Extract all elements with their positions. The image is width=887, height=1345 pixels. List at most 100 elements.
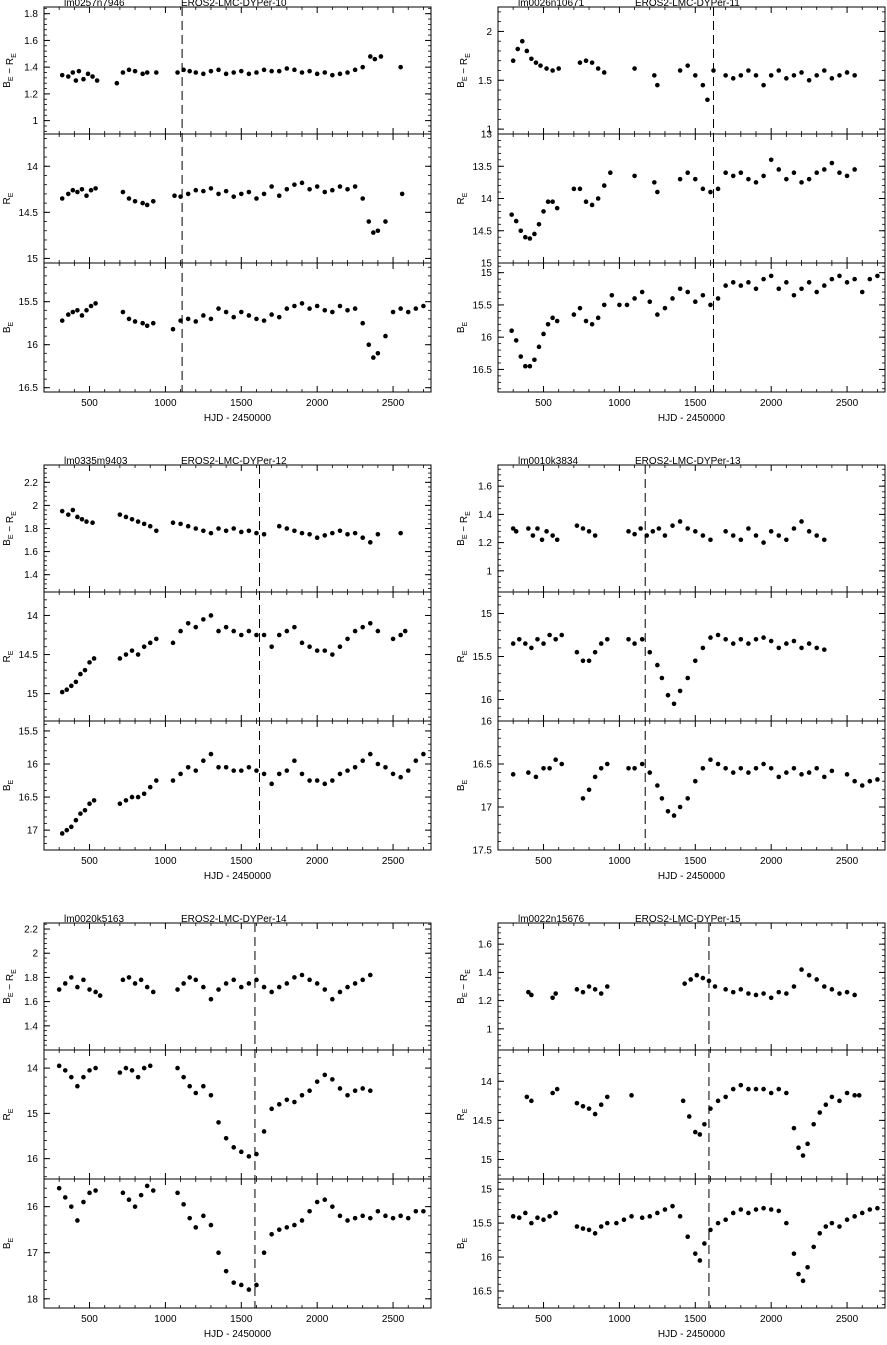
- data-point: [114, 80, 120, 86]
- x-axis-label: HJD - 2450000: [658, 871, 726, 882]
- y-tick-label: 1.6: [24, 36, 38, 47]
- data-point: [647, 770, 653, 775]
- data-point: [216, 306, 221, 311]
- data-point: [533, 774, 539, 780]
- data-point: [345, 768, 350, 773]
- data-point: [314, 778, 320, 783]
- data-point: [154, 636, 159, 642]
- data-point: [821, 68, 827, 73]
- data-point: [796, 1271, 801, 1277]
- x-tick-label: 2000: [760, 856, 783, 867]
- data-point: [586, 1227, 592, 1233]
- y-axis-label: BE: [2, 322, 15, 334]
- data-point: [526, 526, 531, 531]
- data-point: [791, 766, 797, 771]
- data-point: [284, 526, 290, 531]
- data-point: [799, 519, 804, 524]
- data-point: [231, 768, 237, 773]
- data-point: [178, 771, 183, 777]
- data-point: [62, 981, 68, 986]
- y-tick-label: 15: [481, 1155, 493, 1166]
- data-point: [550, 1090, 555, 1096]
- x-tick-label: 500: [81, 398, 98, 409]
- panel-frame: [497, 262, 886, 393]
- panel-frame: [497, 133, 886, 264]
- data-point: [201, 313, 206, 318]
- data-point: [574, 1224, 580, 1229]
- data-point: [94, 78, 100, 83]
- data-point: [82, 808, 88, 813]
- data-point: [652, 73, 657, 78]
- data-point: [692, 1129, 698, 1135]
- data-point: [345, 636, 350, 642]
- data-point: [768, 273, 774, 279]
- y-axis-label: BE − RE: [456, 53, 472, 88]
- data-point: [791, 73, 797, 78]
- y-axis-label: BE: [456, 780, 469, 792]
- data-point: [254, 768, 259, 773]
- data-point: [723, 283, 728, 288]
- data-point: [144, 70, 150, 75]
- data-point: [170, 326, 176, 332]
- y-tick-label: 1.2: [478, 996, 492, 1007]
- data-point: [129, 516, 135, 522]
- data-point: [598, 991, 604, 996]
- data-point: [70, 187, 76, 193]
- data-point: [595, 196, 601, 201]
- data-point: [529, 1098, 534, 1104]
- data-point: [292, 182, 297, 187]
- data-point: [147, 640, 153, 646]
- data-point: [62, 1195, 68, 1200]
- data-point: [811, 1121, 816, 1127]
- data-point: [79, 516, 85, 522]
- data-point: [768, 1090, 774, 1096]
- data-point: [238, 984, 244, 990]
- data-point: [75, 189, 80, 195]
- data-point: [59, 689, 65, 695]
- data-point: [231, 1280, 237, 1285]
- data-point: [539, 537, 545, 543]
- data-point: [608, 170, 613, 175]
- data-point: [337, 303, 343, 309]
- data-point: [753, 1207, 759, 1212]
- data-point: [852, 778, 857, 784]
- data-point: [553, 1210, 558, 1216]
- data-point: [753, 286, 759, 292]
- data-point: [90, 74, 95, 79]
- data-point: [330, 530, 335, 536]
- chart-title: EROS2-LMC-DYPer-12: [181, 456, 287, 467]
- y-tick-label: 16: [27, 1202, 39, 1213]
- data-point: [65, 74, 71, 79]
- data-point: [208, 1222, 214, 1228]
- data-point: [284, 186, 290, 192]
- data-point: [75, 984, 80, 990]
- data-point: [685, 526, 691, 531]
- data-point: [292, 758, 297, 763]
- data-point: [776, 989, 782, 995]
- data-point: [665, 692, 671, 698]
- data-point: [527, 363, 533, 369]
- data-point: [604, 1094, 610, 1100]
- data-point: [276, 1102, 282, 1107]
- panel-frame: [497, 922, 886, 1051]
- data-point: [65, 512, 71, 517]
- y-tick-label: 15: [481, 1185, 493, 1196]
- data-point: [817, 1110, 823, 1115]
- x-tick-label: 2500: [382, 856, 405, 867]
- data-point: [574, 1100, 580, 1106]
- data-point: [583, 58, 589, 64]
- data-point: [175, 987, 180, 992]
- data-point: [246, 981, 252, 986]
- y-tick-label: 2: [486, 27, 492, 38]
- data-point: [299, 180, 305, 186]
- data-point: [761, 1086, 766, 1092]
- data-point: [753, 533, 759, 538]
- data-point: [254, 196, 259, 201]
- data-point: [238, 632, 244, 638]
- data-point: [314, 303, 320, 309]
- data-point: [129, 648, 135, 653]
- data-point: [123, 652, 129, 657]
- y-axis-label: BE: [456, 1238, 469, 1250]
- data-point: [784, 280, 789, 285]
- data-point: [314, 1079, 320, 1084]
